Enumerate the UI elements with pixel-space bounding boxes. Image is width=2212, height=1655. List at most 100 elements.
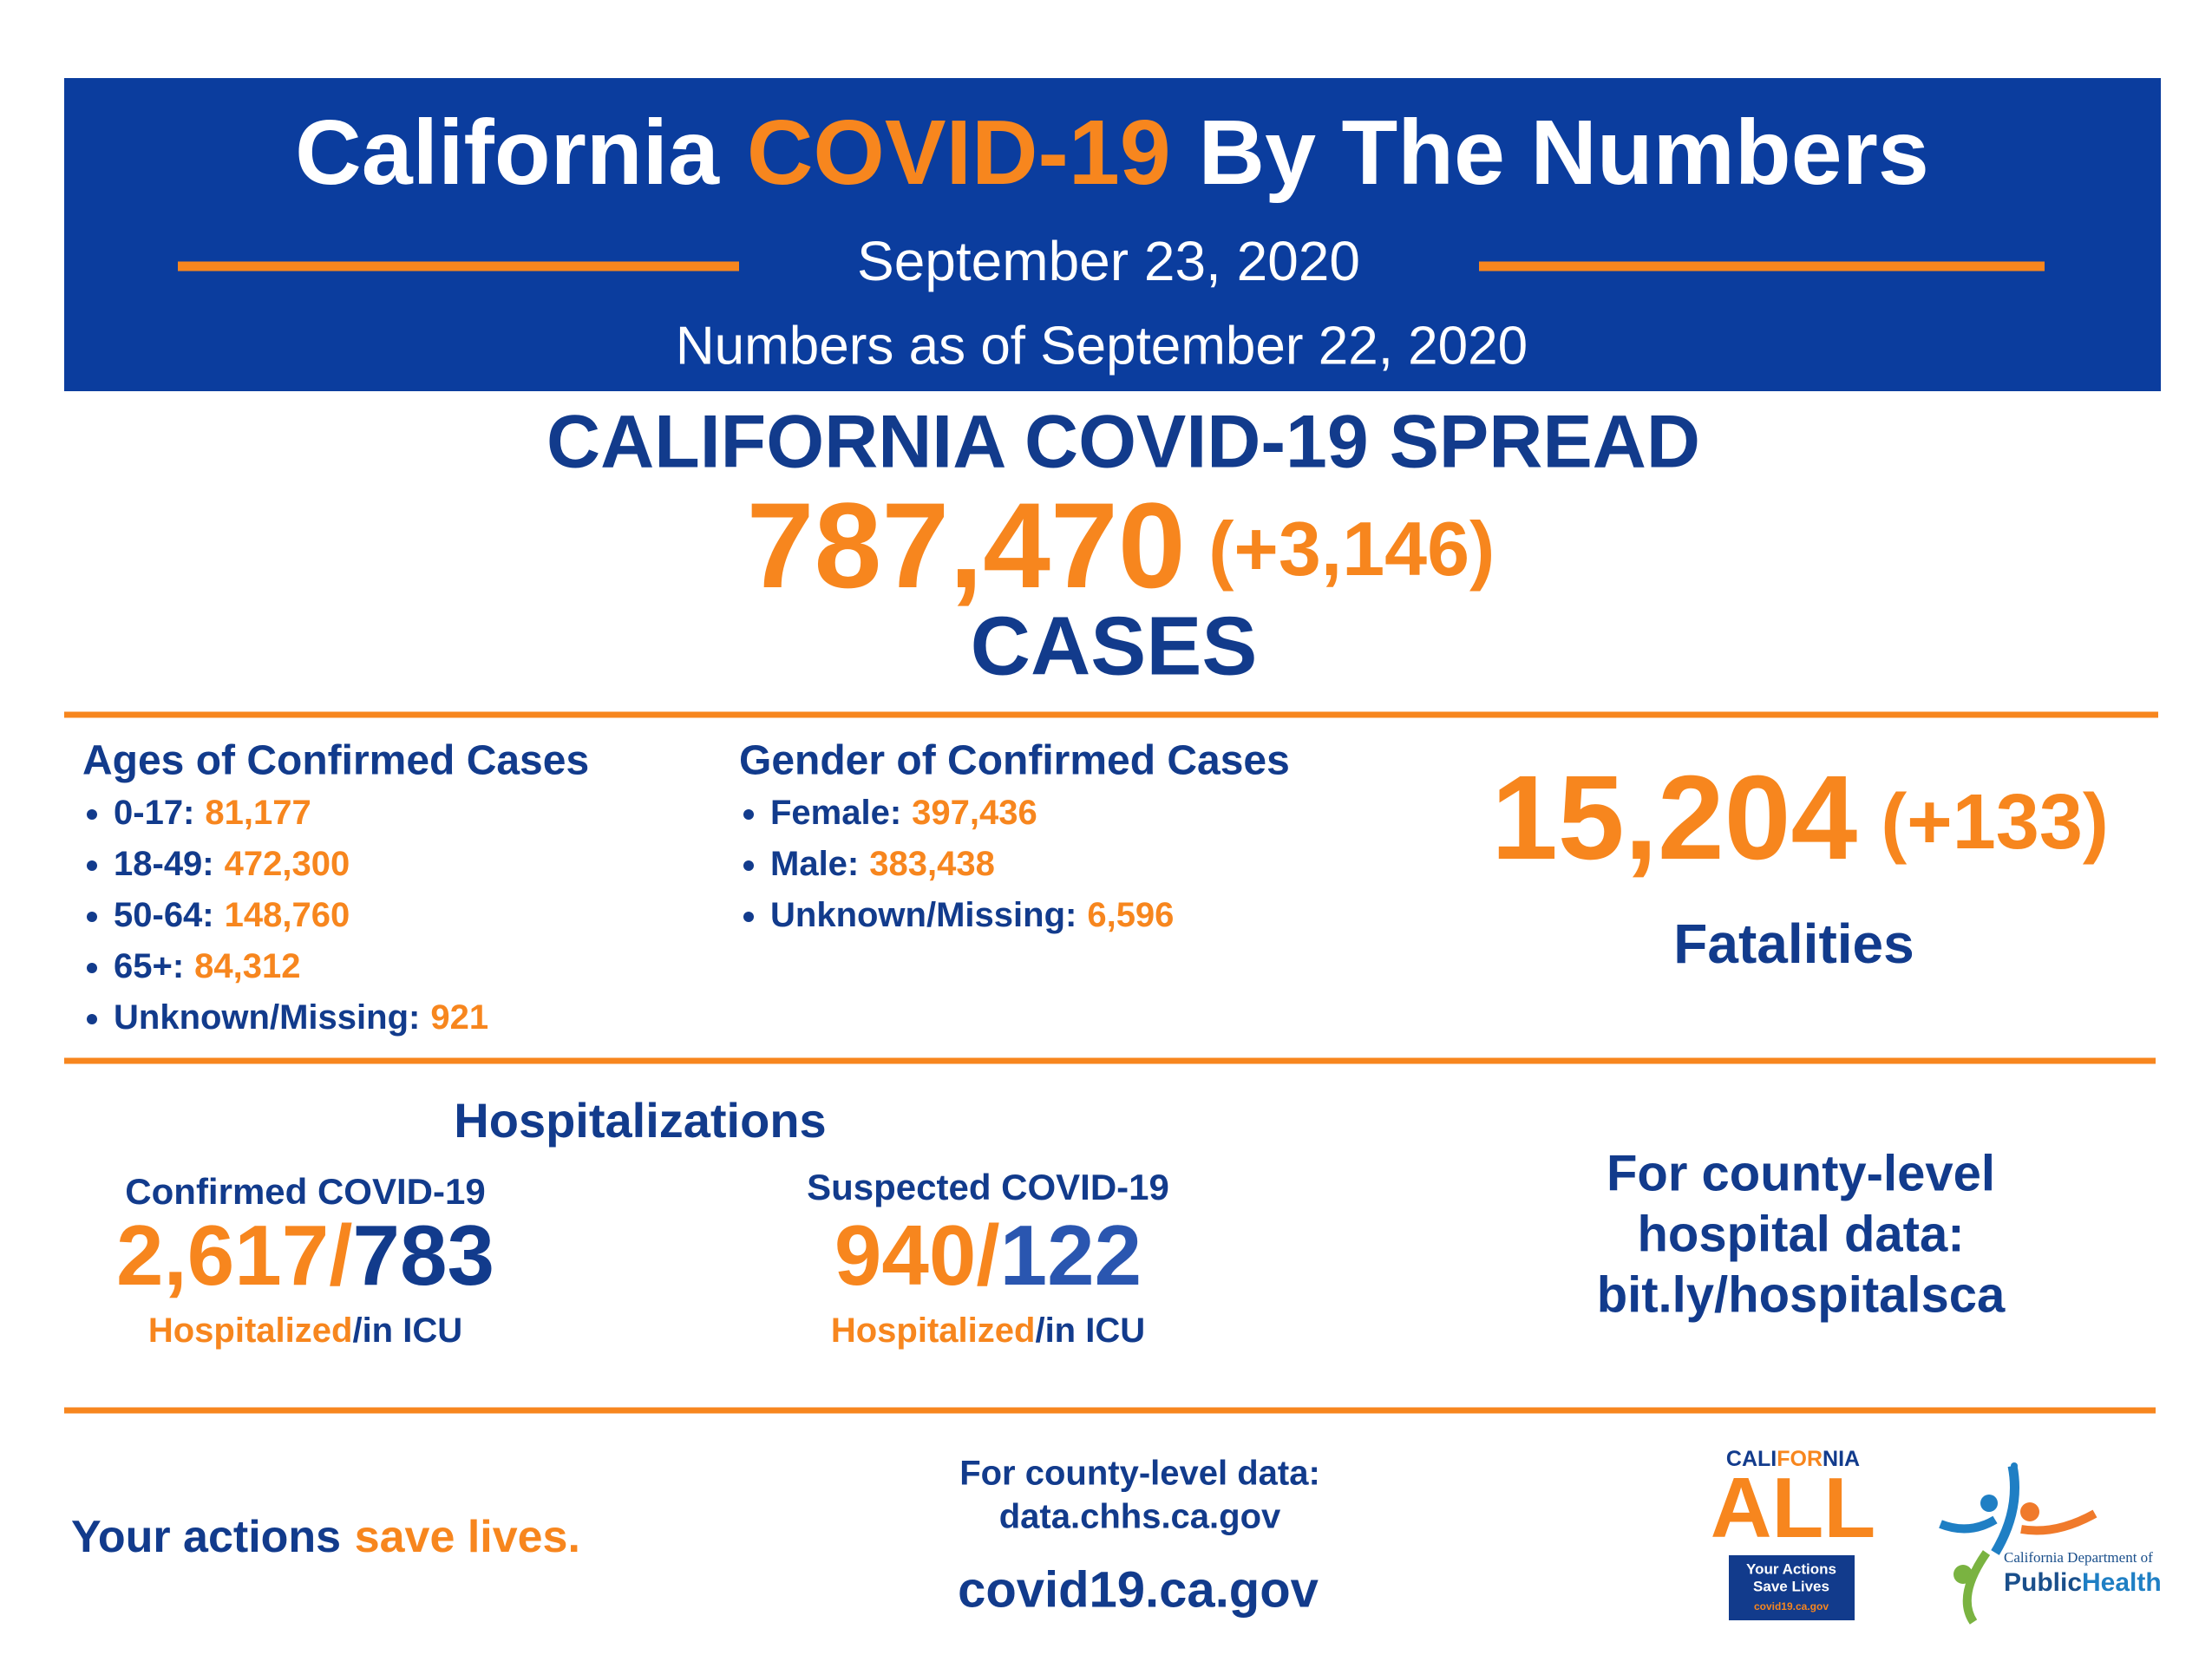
as-of: Numbers as of September 22, 2020 [676, 316, 1528, 376]
list-item: Unknown/Missing: 921 [114, 998, 488, 1037]
slogan: Your actions save lives. [71, 1512, 580, 1562]
bullet [743, 912, 754, 922]
hosp-icu: 122 [1000, 1207, 1142, 1303]
fatalities-label: Fatalities [1673, 913, 1914, 975]
list-item: 0-17: 81,177 [114, 794, 311, 832]
item-label: Female: [770, 794, 901, 832]
item-value: 472,300 [225, 845, 350, 883]
county-hospital-line: For county-level [1607, 1145, 1995, 1201]
logo-box-text: covid19.ca.gov [1754, 1600, 1829, 1612]
item-label: 0-17: [114, 794, 194, 832]
bullet [87, 1014, 97, 1024]
list-item: Unknown/Missing: 6,596 [770, 896, 1174, 934]
hospitalizations-title: Hospitalizations [454, 1093, 826, 1148]
list-item: 50-64: 148,760 [114, 896, 350, 934]
header-band [64, 78, 2161, 391]
logo-figure [1991, 1464, 2019, 1555]
title-part: By The Numbers [1199, 101, 1929, 204]
ages-list: 0-17: 81,177 18-49: 472,300 50-64: 148,760 65+… [87, 794, 488, 1037]
hosp-icu: 783 [352, 1207, 494, 1303]
county-data-label: For county-level data: [959, 1455, 1320, 1493]
logo-figure [2020, 1509, 2097, 1535]
list-item: 18-49: 472,300 [114, 845, 350, 883]
list-item: Male: 383,438 [770, 845, 995, 883]
bullet [87, 809, 97, 820]
hosp-title: Suspected COVID-19 [807, 1167, 1169, 1207]
item-value: 383,438 [869, 845, 995, 883]
hosp-title: Confirmed COVID-19 [125, 1171, 485, 1212]
item-label: 18-49: [114, 845, 214, 883]
caption-part: /in ICU [1035, 1312, 1145, 1350]
item-label: Unknown/Missing: [114, 998, 420, 1037]
cases-change: (+3,146) [1208, 506, 1495, 592]
fatalities-line: 15,204 (+133) [1491, 751, 2109, 885]
list-item: 65+: 84,312 [114, 947, 301, 985]
hosp-hospitalized: 2,617/ [116, 1207, 352, 1303]
logo-box-text: Save Lives [1753, 1578, 1829, 1594]
hosp-numbers: 2,617/783 [116, 1207, 494, 1303]
website: covid19.ca.gov [958, 1561, 1319, 1618]
logo-box-text: Your Actions [1746, 1560, 1836, 1577]
bullet [87, 912, 97, 922]
county-hospital-info: For county-level hospital data: bit.ly/h… [1597, 1145, 2006, 1323]
cdph-line1: California Department of [2004, 1549, 2153, 1566]
item-value: 81,177 [205, 794, 311, 832]
logo-figure [1962, 1550, 1991, 1625]
cases-line: 787,470 (+3,146) [747, 477, 1495, 613]
hosp-hospitalized: 940/ [834, 1207, 1000, 1303]
item-label: 65+: [114, 947, 184, 985]
california-all-logo: CALIFORNIA ALL Your Actions Save Lives c… [1711, 1447, 1876, 1620]
cdph-line2: PublicHealth [2004, 1568, 2162, 1597]
slogan-part: Your actions [71, 1512, 341, 1562]
slogan-part: save lives. [355, 1512, 580, 1562]
item-label: Male: [770, 845, 859, 883]
item-value: 921 [430, 998, 488, 1037]
county-hospital-link: bit.ly/hospitalsca [1597, 1266, 2006, 1323]
ages-title: Ages of Confirmed Cases [82, 738, 589, 784]
caption-part: Hospitalized [148, 1312, 353, 1350]
fatalities-change: (+133) [1881, 779, 2109, 866]
hosp-caption: Hospitalized/in ICU [148, 1312, 462, 1350]
logo-all: ALL [1711, 1460, 1876, 1555]
bullet [87, 963, 97, 973]
title-part: COVID-19 [747, 101, 1171, 204]
logo-part: NIA [1823, 1447, 1860, 1471]
fatalities-total: 15,204 [1491, 751, 1857, 885]
item-value: 148,760 [225, 896, 350, 934]
item-label: 50-64: [114, 896, 214, 934]
item-value: 397,436 [912, 794, 1037, 832]
bullet [87, 860, 97, 871]
item-value: 84,312 [194, 947, 300, 985]
logo-figure [1939, 1515, 1998, 1534]
item-value: 6,596 [1087, 896, 1174, 934]
hosp-caption: Hospitalized/in ICU [831, 1312, 1145, 1350]
caption-part: /in ICU [352, 1312, 462, 1350]
title: California COVID-19 By The Numbers [295, 101, 1929, 204]
bullet [743, 809, 754, 820]
logo-figure [2020, 1502, 2039, 1521]
logo-part: CALI [1726, 1447, 1777, 1471]
gender-title: Gender of Confirmed Cases [739, 738, 1290, 784]
hosp-numbers: 940/122 [834, 1207, 1142, 1303]
cases-unit: CASES [971, 599, 1258, 692]
logo-part: Public [2004, 1568, 2082, 1597]
list-item: Female: 397,436 [770, 794, 1037, 832]
cases-total: 787,470 [747, 477, 1186, 613]
title-part: California [295, 101, 720, 204]
logo-figure [1980, 1495, 1998, 1512]
bullet [743, 860, 754, 871]
spread-title: CALIFORNIA COVID-19 SPREAD [546, 401, 1700, 484]
caption-part: Hospitalized [831, 1312, 1036, 1350]
logo-box [1729, 1555, 1855, 1620]
county-hospital-line: hospital data: [1637, 1206, 1964, 1262]
item-label: Unknown/Missing: [770, 896, 1077, 934]
hospitalization-blocks: Confirmed COVID-192,617/783Hospitalized/… [116, 1167, 1169, 1349]
logo-figure [2011, 1462, 2018, 1469]
cdph-logo: California Department of PublicHealth [1939, 1462, 2162, 1625]
gender-list: Female: 397,436 Male: 383,438 Unknown/Missin… [743, 794, 1174, 934]
logo-state: CALIFORNIA [1726, 1447, 1860, 1471]
logo-part: Health [2082, 1568, 2162, 1597]
logo-part: FOR [1777, 1447, 1823, 1471]
